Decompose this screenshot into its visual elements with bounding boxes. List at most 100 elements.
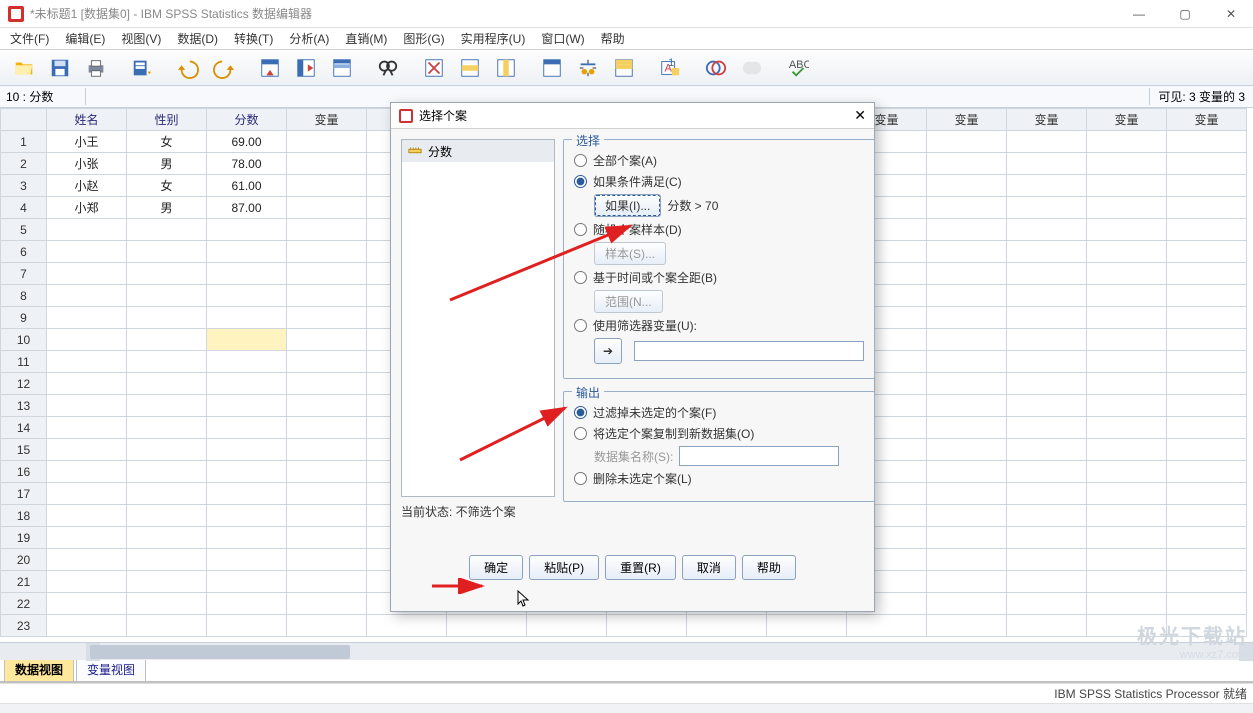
grid-cell[interactable] [127, 549, 207, 571]
grid-cell[interactable] [1087, 329, 1167, 351]
opt-if-condition[interactable]: 如果条件满足(C) [574, 173, 864, 190]
grid-cell[interactable] [1087, 395, 1167, 417]
grid-cell[interactable] [287, 527, 367, 549]
grid-cell[interactable] [287, 131, 367, 153]
grid-cell[interactable] [927, 527, 1007, 549]
grid-cell[interactable] [127, 241, 207, 263]
grid-cell[interactable] [1167, 241, 1247, 263]
grid-cell[interactable] [207, 219, 287, 241]
grid-cell[interactable] [927, 263, 1007, 285]
row-header[interactable]: 17 [1, 483, 47, 505]
grid-cell[interactable]: 87.00 [207, 197, 287, 219]
opt-time-range[interactable]: 基于时间或个案全距(B) [574, 269, 864, 286]
grid-cell[interactable] [1167, 461, 1247, 483]
grid-cell[interactable] [127, 505, 207, 527]
grid-cell[interactable] [127, 439, 207, 461]
grid-cell[interactable]: 小张 [47, 153, 127, 175]
grid-cell[interactable] [287, 241, 367, 263]
grid-cell[interactable] [207, 351, 287, 373]
grid-cell[interactable] [1007, 593, 1087, 615]
row-header[interactable]: 4 [1, 197, 47, 219]
grid-cell[interactable] [287, 505, 367, 527]
row-header[interactable]: 11 [1, 351, 47, 373]
grid-cell[interactable] [1167, 285, 1247, 307]
row-header[interactable]: 6 [1, 241, 47, 263]
grid-cell[interactable] [1007, 571, 1087, 593]
row-header[interactable]: 16 [1, 461, 47, 483]
grid-cell[interactable] [927, 153, 1007, 175]
goto-var-icon[interactable] [288, 53, 324, 83]
row-header[interactable]: 20 [1, 549, 47, 571]
grid-cell[interactable] [47, 439, 127, 461]
grid-cell[interactable]: 小王 [47, 131, 127, 153]
grid-cell[interactable]: 小郑 [47, 197, 127, 219]
grid-cell[interactable] [287, 307, 367, 329]
goto-case-icon[interactable] [252, 53, 288, 83]
grid-cell[interactable] [1087, 571, 1167, 593]
grid-cell[interactable] [927, 417, 1007, 439]
row-header[interactable]: 8 [1, 285, 47, 307]
opt-filter-variable[interactable]: 使用筛选器变量(U): [574, 317, 864, 334]
grid-cell[interactable] [1007, 307, 1087, 329]
grid-cell[interactable] [47, 483, 127, 505]
grid-cell[interactable] [47, 351, 127, 373]
row-header[interactable]: 18 [1, 505, 47, 527]
column-header[interactable]: 性别 [127, 109, 207, 131]
grid-cell[interactable] [1087, 241, 1167, 263]
grid-cell[interactable] [47, 307, 127, 329]
minimize-icon[interactable]: — [1125, 7, 1153, 21]
grid-cell[interactable] [1167, 593, 1247, 615]
grid-cell[interactable] [1087, 307, 1167, 329]
grid-cell[interactable] [287, 373, 367, 395]
grid-cell[interactable] [1087, 263, 1167, 285]
grid-cell[interactable] [1087, 549, 1167, 571]
grid-cell[interactable] [1167, 571, 1247, 593]
row-header[interactable]: 1 [1, 131, 47, 153]
grid-cell[interactable] [287, 571, 367, 593]
grid-cell[interactable] [1007, 263, 1087, 285]
save-icon[interactable] [42, 53, 78, 83]
grid-cell[interactable] [1007, 615, 1087, 637]
grid-cell[interactable]: 女 [127, 131, 207, 153]
menu-util[interactable]: 实用程序(U) [455, 28, 532, 49]
grid-cell[interactable] [287, 549, 367, 571]
filter-variable-input[interactable] [634, 341, 864, 361]
use-sets-icon[interactable]: A1 [652, 53, 688, 83]
sets2-icon[interactable] [734, 53, 770, 83]
grid-cell[interactable]: 男 [127, 153, 207, 175]
column-header-empty[interactable]: 变量 [1087, 109, 1167, 131]
row-header[interactable]: 2 [1, 153, 47, 175]
grid-cell[interactable] [287, 483, 367, 505]
grid-cell[interactable] [1167, 417, 1247, 439]
row-header[interactable]: 12 [1, 373, 47, 395]
opt-delete-unselected[interactable]: 删除未选定个案(L) [574, 470, 864, 487]
grid-cell[interactable] [207, 373, 287, 395]
grid-cell[interactable] [927, 351, 1007, 373]
menu-data[interactable]: 数据(D) [171, 28, 224, 49]
grid-cell[interactable] [47, 395, 127, 417]
grid-cell[interactable] [1007, 285, 1087, 307]
grid-cell[interactable] [207, 549, 287, 571]
column-header-empty[interactable]: 变量 [1007, 109, 1087, 131]
grid-cell[interactable] [1087, 527, 1167, 549]
scroll-thumb[interactable] [90, 645, 350, 659]
grid-cell[interactable] [1167, 219, 1247, 241]
grid-cell[interactable] [1087, 131, 1167, 153]
opt-all-cases[interactable]: 全部个案(A) [574, 152, 864, 169]
grid-cell[interactable] [1167, 395, 1247, 417]
grid-cell[interactable] [47, 549, 127, 571]
grid-cell[interactable] [927, 329, 1007, 351]
grid-cell[interactable]: 69.00 [207, 131, 287, 153]
grid-cell[interactable] [287, 329, 367, 351]
cancel-button[interactable]: 取消 [682, 555, 736, 580]
grid-cell[interactable] [47, 219, 127, 241]
grid-cell[interactable] [1007, 483, 1087, 505]
row-header[interactable]: 7 [1, 263, 47, 285]
grid-cell[interactable] [1167, 439, 1247, 461]
grid-cell[interactable] [1007, 439, 1087, 461]
grid-cell[interactable]: 女 [127, 175, 207, 197]
grid-cell[interactable] [927, 131, 1007, 153]
grid-cell[interactable] [447, 615, 527, 637]
grid-cell[interactable] [207, 241, 287, 263]
grid-cell[interactable] [207, 439, 287, 461]
